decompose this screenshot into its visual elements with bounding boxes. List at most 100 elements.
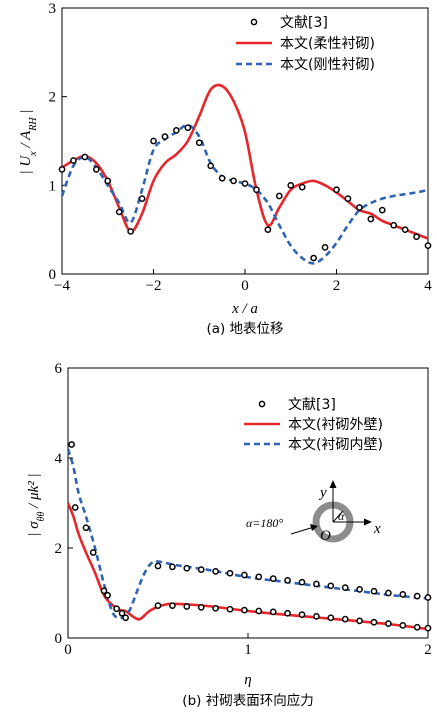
chart-a-point-ref3 xyxy=(333,186,340,194)
chart-b-point-ref3 xyxy=(284,577,291,584)
chart-b-point-ref3 xyxy=(356,617,363,625)
chart-b-point-ref3 xyxy=(241,606,248,614)
chart-b-point-ref3 xyxy=(100,587,108,595)
chart-a-legend-label: 本文(柔性衬砌) xyxy=(280,36,375,52)
chart-a-x-tick-label: 0 xyxy=(241,278,249,294)
inset-alpha-label: α xyxy=(338,509,345,523)
chart-b-frame xyxy=(67,367,429,639)
chart-a-point-ref3 xyxy=(58,166,66,173)
chart-a-point-ref3 xyxy=(253,186,260,194)
chart-b-point-ref3 xyxy=(212,568,219,575)
chart-b-y-tick-label: 4 xyxy=(55,451,63,467)
chart-a-legend-marker xyxy=(250,18,258,26)
chart-b-point-ref3 xyxy=(241,571,248,579)
chart-a-y-tick-label: 1 xyxy=(49,178,57,194)
chart-a-y-tick-label: 0 xyxy=(49,267,57,283)
chart-b-point-ref3 xyxy=(399,591,407,598)
chart-b-y-tick-label: 2 xyxy=(55,541,63,557)
chart-a-legend-label: 文献[3] xyxy=(280,15,328,31)
chart-a-x-axis-label: x / a xyxy=(231,301,258,317)
chart-b-point-ref3 xyxy=(154,562,162,570)
chart-a-point-ref3 xyxy=(321,244,329,251)
chart-a-x-tick-label: 2 xyxy=(333,278,341,294)
chart-a-point-ref3 xyxy=(401,226,409,234)
chart-b-point-ref3 xyxy=(413,623,421,631)
chart-b-point-ref3 xyxy=(104,591,111,599)
chart-b-point-ref3 xyxy=(370,587,378,595)
chart-b-point-ref3 xyxy=(341,615,349,623)
chart-b-point-ref3 xyxy=(113,605,120,613)
chart-a-point-ref3 xyxy=(287,181,295,189)
chart-a-point-ref3 xyxy=(298,183,306,191)
chart-b-point-ref3 xyxy=(370,618,378,626)
chart-b-point-ref3 xyxy=(298,578,306,586)
chart-b-point-ref3 xyxy=(154,602,162,609)
chart-b-point-ref3 xyxy=(89,549,97,556)
chart-b-legend-label: 本文(衬砌内壁) xyxy=(288,437,383,453)
chart-b-point-ref3 xyxy=(269,608,277,616)
chart-b-y-tick-label: 0 xyxy=(55,631,63,647)
chart-b-point-ref3 xyxy=(226,569,234,577)
chart-a-point-ref3 xyxy=(241,180,249,187)
chart-a-x-tick-label: 4 xyxy=(424,278,432,294)
chart-a-legend-label: 本文(刚性衬砌) xyxy=(280,57,375,73)
chart-b-point-ref3 xyxy=(183,603,191,610)
chart-a-point-ref3 xyxy=(390,221,398,229)
chart-a-point-ref3 xyxy=(161,133,169,140)
chart-b-point-ref3 xyxy=(122,614,129,622)
chart-b-point-ref3 xyxy=(327,614,335,622)
chart-a-caption: (a) 地表位移 xyxy=(206,321,283,337)
chart-b-point-ref3 xyxy=(212,604,219,612)
chart-a-point-ref3 xyxy=(367,215,375,223)
chart-b-point-ref3 xyxy=(269,575,277,582)
chart-b-point-ref3 xyxy=(424,624,432,632)
chart-b-point-ref3 xyxy=(424,594,432,601)
chart-b-point-ref3 xyxy=(298,611,306,618)
chart-b-point-ref3 xyxy=(356,586,363,593)
inset-y-arrow xyxy=(329,480,337,488)
tunnel-inset: y x O α α=180° xyxy=(246,480,381,544)
chart-b-point-ref3 xyxy=(255,573,263,581)
chart-a-point-ref3 xyxy=(344,195,352,202)
chart-a-y-tick-label: 2 xyxy=(49,90,57,106)
chart-b-point-ref3 xyxy=(284,609,291,617)
chart-a-point-ref3 xyxy=(70,157,77,164)
chart-b-point-ref3 xyxy=(197,604,205,611)
chart-b-x-axis-label: η xyxy=(244,672,251,688)
chart-a-point-ref3 xyxy=(81,153,89,161)
chart-b-point-ref3 xyxy=(313,580,320,588)
chart-a-point-ref3 xyxy=(275,192,283,200)
incident-wave-arrowhead xyxy=(310,524,318,531)
chart-a-point-ref3 xyxy=(104,177,112,185)
chart-a-point-ref3 xyxy=(378,206,386,214)
chart-a-x-tick-label: −4 xyxy=(54,278,70,294)
inset-x-arrow xyxy=(364,518,372,526)
chart-b-caption: (b) 衬砌表面环向应力 xyxy=(182,692,313,709)
chart-a-point-ref3 xyxy=(413,233,420,241)
chart-a-series-line-1 xyxy=(61,83,429,240)
chart-a-point-ref3 xyxy=(150,137,157,145)
chart-b-y-tick-label: 6 xyxy=(55,361,63,377)
chart-a-point-ref3 xyxy=(310,254,317,262)
chart-a-y-axis-label: | Ux / ARH | xyxy=(18,110,39,175)
chart-b-point-ref3 xyxy=(197,566,205,573)
chart-b-point-ref3 xyxy=(82,524,90,532)
chart-b-series-line-2 xyxy=(66,448,429,620)
chart-b-legend-label: 文献[3] xyxy=(288,397,336,413)
chart-a-point-ref3 xyxy=(173,127,180,134)
chart-b-point-ref3 xyxy=(341,584,349,591)
chart-b-point-ref3 xyxy=(118,609,126,617)
inset-y-label: y xyxy=(318,485,327,501)
chart-b-point-ref3 xyxy=(313,613,320,620)
chart-b-point-ref3 xyxy=(255,607,263,615)
chart-a-point-ref3 xyxy=(138,195,146,202)
chart-a-point-ref3 xyxy=(356,204,363,211)
chart-a-point-ref3 xyxy=(184,124,192,132)
chart-b-y-axis-label: | σθθ / μk² | xyxy=(26,473,47,536)
chart-b-x-tick-label: 0 xyxy=(64,642,72,658)
chart-b-point-ref3 xyxy=(385,620,392,627)
chart-b-point-ref3 xyxy=(399,622,407,629)
chart-b-legend-marker xyxy=(258,400,266,408)
inset-angle-label: α=180° xyxy=(246,516,283,530)
chart-b-point-ref3 xyxy=(169,563,176,571)
